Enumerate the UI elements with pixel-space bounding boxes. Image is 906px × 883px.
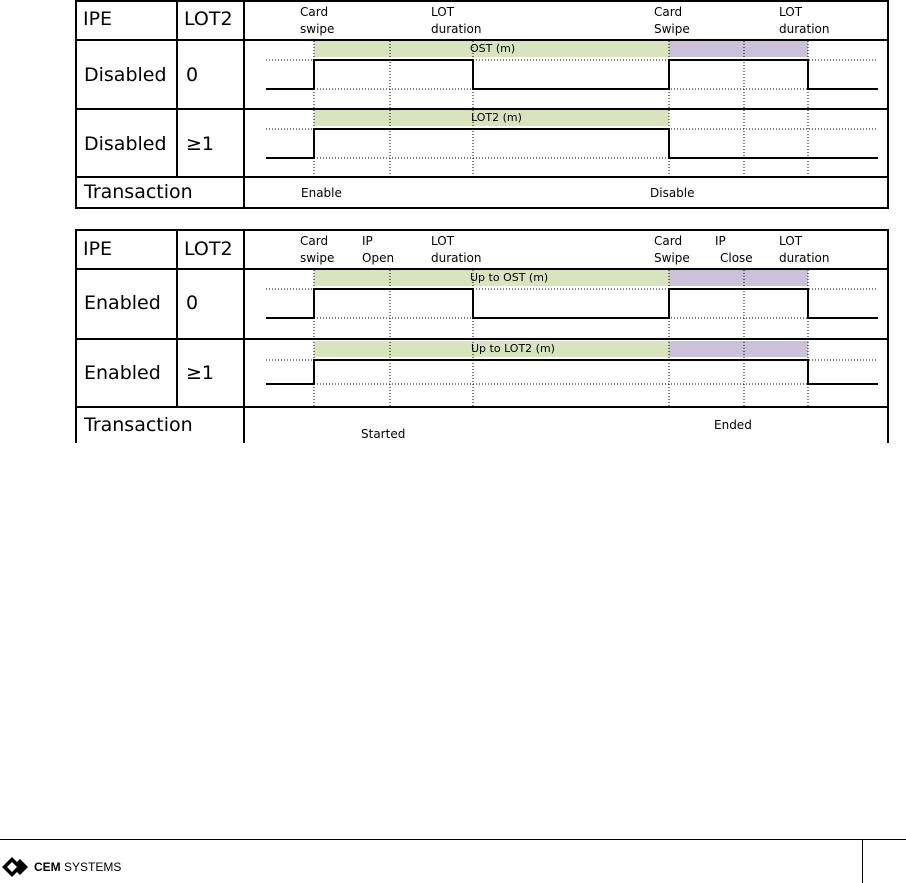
event-label: IP Open (362, 234, 395, 265)
table-rule (243, 0, 245, 209)
duration-bar-green (314, 41, 669, 57)
timing-diagram (266, 270, 878, 406)
row-ipe-label: Enabled (84, 362, 161, 384)
header-ipe: IPE (83, 8, 113, 30)
table-rule (887, 229, 889, 443)
table-rule (75, 406, 888, 408)
duration-bar-green (314, 110, 669, 126)
table-rule (75, 0, 77, 209)
event-label: Card Swipe (654, 234, 690, 265)
row-lot2-label: 0 (186, 292, 199, 314)
table-rule (75, 229, 77, 443)
header-ipe: IPE (83, 238, 113, 260)
table-rule (75, 268, 888, 270)
row-lot2-label: ≥1 (186, 362, 215, 384)
row-lot2-label: ≥1 (186, 133, 215, 155)
table-rule (176, 0, 178, 178)
event-label: LOT duration (779, 5, 830, 36)
table-rule (75, 207, 888, 209)
cem-systems-logo: CEM SYSTEMS (2, 857, 121, 877)
bar-label: LOT2 (m) (471, 111, 522, 124)
footer-divider (862, 839, 863, 883)
signal-waveform (266, 359, 878, 385)
duration-bar-purple (669, 270, 808, 286)
table-rule (243, 229, 245, 443)
header-lot2: LOT2 (184, 8, 233, 30)
bar-label: OST (m) (470, 42, 516, 55)
duration-bar-purple (669, 341, 808, 357)
table-rule (887, 0, 889, 209)
row-ipe-label: Disabled (84, 64, 167, 86)
transaction-end: Ended (714, 418, 752, 432)
transaction-start: Started (361, 427, 406, 441)
table-rule (75, 108, 888, 110)
table-rule (75, 176, 888, 178)
footer-rule (0, 839, 906, 840)
event-label: LOT duration (431, 234, 482, 265)
header-lot2: LOT2 (184, 238, 233, 260)
event-label: Card Swipe (654, 5, 690, 36)
signal-waveform (266, 288, 878, 319)
transaction-label: Transaction (84, 414, 193, 436)
row-lot2-label: 0 (186, 64, 199, 86)
table-rule (75, 0, 888, 2)
cem-diamond-icon (2, 857, 28, 877)
table-rule (176, 229, 178, 408)
duration-bar-green (314, 270, 669, 286)
event-label: LOT duration (431, 5, 482, 36)
bar-label: Up to OST (m) (470, 271, 549, 284)
transaction-start: Enable (301, 186, 342, 200)
row-ipe-label: Enabled (84, 292, 161, 314)
event-label: IP Close (715, 234, 753, 265)
signal-waveform (266, 128, 878, 159)
event-label: Card swipe (300, 234, 335, 265)
table-rule (75, 39, 888, 41)
table-rule (75, 338, 888, 340)
bar-label: Up to LOT2 (m) (471, 342, 555, 355)
event-label: Card swipe (300, 5, 335, 36)
table-rule (75, 229, 888, 231)
event-label: LOT duration (779, 234, 830, 265)
duration-bar-green (314, 341, 669, 357)
timing-diagram (266, 41, 878, 176)
row-ipe-label: Disabled (84, 133, 167, 155)
transaction-end: Disable (650, 186, 695, 200)
duration-bar-purple (669, 41, 808, 57)
signal-waveform (266, 59, 878, 90)
transaction-label: Transaction (84, 181, 193, 203)
